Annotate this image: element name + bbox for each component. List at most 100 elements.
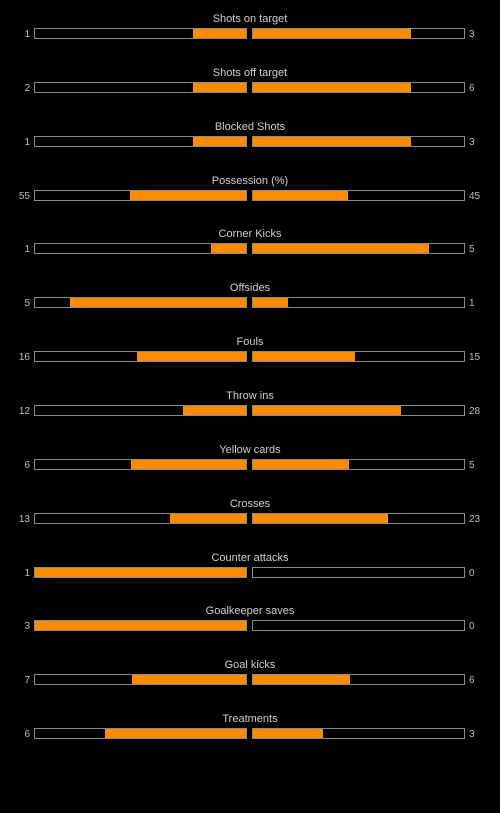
stat-row: Goal kicks 7 6 (0, 654, 500, 694)
home-bar (34, 405, 247, 416)
home-bar (34, 459, 247, 470)
home-bar-fill (70, 298, 246, 307)
home-value: 1 (24, 29, 30, 40)
away-value: 3 (469, 137, 475, 148)
away-value: 0 (469, 621, 475, 632)
home-bar (34, 351, 247, 362)
stat-title: Offsides (229, 282, 271, 294)
home-bar (34, 28, 247, 39)
away-value: 3 (469, 29, 475, 40)
stat-title: Corner Kicks (218, 228, 282, 240)
home-value: 2 (24, 83, 30, 94)
home-bar (34, 513, 247, 524)
stat-title: Shots off target (212, 67, 288, 79)
home-value: 1 (24, 137, 30, 148)
away-bar (252, 136, 465, 147)
home-value: 13 (18, 514, 30, 525)
stat-title: Treatments (222, 713, 278, 725)
stat-row: Possession (%) 55 45 (0, 170, 500, 210)
stat-row: Blocked Shots 1 3 (0, 116, 500, 156)
home-bar-fill (35, 621, 246, 630)
stat-row: Shots on target 1 3 (0, 8, 500, 48)
home-bar-fill (193, 137, 246, 146)
stat-row: Throw ins 12 28 (0, 385, 500, 425)
home-value: 1 (24, 568, 30, 579)
home-bar-fill (193, 29, 246, 38)
home-bar (34, 567, 247, 578)
home-bar (34, 620, 247, 631)
away-bar (252, 28, 465, 39)
away-bar-fill (253, 244, 429, 253)
away-value: 5 (469, 244, 475, 255)
away-bar-fill (253, 29, 412, 38)
away-bar-fill (253, 460, 349, 469)
stat-title: Goalkeeper saves (205, 605, 295, 617)
away-bar-fill (253, 352, 356, 361)
away-bar (252, 351, 465, 362)
away-value: 1 (469, 298, 475, 309)
home-bar-fill (132, 675, 246, 684)
home-bar-fill (35, 568, 246, 577)
away-value: 3 (469, 729, 475, 740)
stat-title: Possession (%) (211, 175, 289, 187)
away-bar (252, 728, 465, 739)
stat-row: Counter attacks 1 0 (0, 547, 500, 587)
stat-title: Crosses (229, 498, 271, 510)
stat-title: Goal kicks (224, 659, 276, 671)
stat-title: Blocked Shots (214, 121, 286, 133)
away-value: 0 (469, 568, 475, 579)
away-bar (252, 459, 465, 470)
home-bar-fill (193, 83, 246, 92)
home-value: 16 (18, 352, 30, 363)
stat-row: Shots off target 2 6 (0, 62, 500, 102)
stat-title: Yellow cards (219, 444, 281, 456)
away-value: 28 (469, 406, 481, 417)
home-bar-fill (130, 460, 246, 469)
away-bar-fill (253, 191, 348, 200)
home-bar (34, 82, 247, 93)
away-value: 23 (469, 514, 481, 525)
stat-row: Yellow cards 6 5 (0, 439, 500, 479)
home-bar (34, 728, 247, 739)
home-bar-fill (169, 514, 246, 523)
home-value: 1 (24, 244, 30, 255)
away-bar (252, 243, 465, 254)
home-bar-fill (137, 352, 246, 361)
home-bar (34, 297, 247, 308)
away-bar (252, 190, 465, 201)
home-value: 12 (18, 406, 30, 417)
home-value: 55 (18, 191, 30, 202)
away-bar (252, 405, 465, 416)
away-value: 6 (469, 675, 475, 686)
stat-title: Throw ins (226, 390, 274, 402)
home-bar-fill (210, 244, 246, 253)
home-bar-fill (105, 729, 246, 738)
away-bar (252, 674, 465, 685)
home-bar (34, 243, 247, 254)
away-bar-fill (253, 298, 289, 307)
away-value: 15 (469, 352, 481, 363)
stat-title: Shots on target (212, 13, 288, 25)
stat-row: Offsides 5 1 (0, 277, 500, 317)
away-bar-fill (253, 514, 388, 523)
home-value: 6 (24, 460, 30, 471)
home-value: 6 (24, 729, 30, 740)
away-bar-fill (253, 729, 324, 738)
away-bar-fill (253, 406, 401, 415)
home-bar-fill (182, 406, 246, 415)
away-bar (252, 297, 465, 308)
stat-row: Fouls 16 15 (0, 331, 500, 371)
home-bar (34, 674, 247, 685)
stat-title: Fouls (236, 336, 264, 348)
home-bar-fill (129, 191, 246, 200)
away-bar-fill (253, 83, 412, 92)
stat-row: Corner Kicks 1 5 (0, 223, 500, 263)
home-value: 5 (24, 298, 30, 309)
stat-row: Crosses 13 23 (0, 493, 500, 533)
away-bar (252, 513, 465, 524)
home-value: 3 (24, 621, 30, 632)
home-bar (34, 136, 247, 147)
away-bar (252, 567, 465, 578)
away-value: 6 (469, 83, 475, 94)
away-value: 5 (469, 460, 475, 471)
